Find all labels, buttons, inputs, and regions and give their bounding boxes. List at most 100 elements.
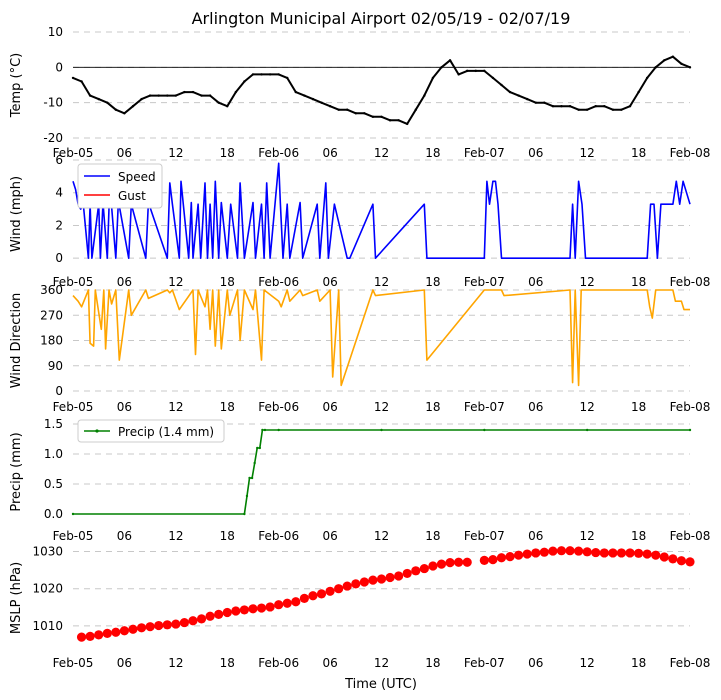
mslp-ytick-label: 1010	[32, 619, 63, 633]
mslp-xtick-label: 12	[374, 656, 389, 670]
precip-ytick-label: 1.5	[44, 417, 63, 431]
dir-xtick-label: 06	[322, 400, 337, 414]
dir-ytick-label: 180	[40, 334, 63, 348]
wind-xtick-label: 06	[322, 275, 337, 289]
dir-ytick-label: 0	[55, 384, 63, 398]
temp-point	[543, 101, 546, 104]
temp-xtick-label: Feb-07	[464, 146, 505, 160]
precip-point	[248, 476, 251, 480]
temp-point	[671, 55, 675, 58]
temp-xtick-label: 18	[220, 146, 235, 160]
precip-xtick-label: 18	[631, 529, 646, 543]
temp-point	[654, 66, 657, 69]
mslp-y-axis-label: MSLP (hPa)	[9, 562, 24, 634]
precip-xtick-label: 12	[580, 529, 595, 543]
mslp-point	[136, 623, 147, 633]
temp-point	[106, 101, 109, 104]
wind-xtick-label: Feb-06	[258, 275, 299, 289]
dir-xtick-label: 18	[425, 400, 440, 414]
mslp-xtick-label: 18	[631, 656, 646, 670]
precip-point	[585, 428, 589, 432]
mslp-xtick-label: Feb-05	[53, 656, 94, 670]
temp-xtick-label: 18	[631, 146, 646, 160]
mslp-point	[419, 563, 429, 574]
mslp-ytick-label: 1030	[32, 544, 63, 558]
dir-xtick-label: 18	[220, 400, 235, 414]
temp-point	[628, 105, 632, 108]
mslp-point	[256, 603, 267, 613]
temp-point	[286, 76, 289, 80]
mslp-point	[488, 555, 498, 565]
temp-point	[71, 76, 75, 80]
mslp-point	[685, 557, 695, 567]
temp-point	[226, 105, 229, 108]
mslp-point	[196, 614, 207, 624]
wind-xtick-label: 18	[631, 275, 646, 289]
legend-precip-marker	[95, 429, 99, 433]
legend-gust-label: Gust	[118, 189, 146, 203]
wind-xtick-label: Feb-07	[464, 275, 505, 289]
mslp-point	[436, 559, 447, 569]
legend-precip-label: Precip (1.4 mm)	[118, 425, 214, 439]
temp-point	[217, 101, 220, 104]
temp-y-axis-label: Temp (°C)	[9, 53, 24, 119]
mslp-point	[119, 626, 130, 636]
temp-panel: -20 -10 0 10 Temp (°C) Feb-05 06 12 18 Feb-06 06 12…	[9, 25, 710, 160]
precip-xtick-label: Feb-07	[464, 529, 505, 543]
mslp-point	[76, 632, 87, 642]
temp-point	[114, 108, 118, 111]
precip-xtick-label: 18	[220, 529, 235, 543]
mslp-point	[582, 547, 592, 557]
dir-xtick-label: 18	[631, 400, 646, 414]
mslp-point	[548, 546, 558, 556]
precip-point	[245, 494, 249, 498]
temp-xtick-label: 18	[425, 146, 440, 160]
temp-point	[465, 69, 469, 73]
dir-ytick-label: 90	[48, 359, 63, 373]
mslp-point	[616, 548, 627, 558]
mslp-point	[556, 546, 567, 556]
temp-point	[620, 108, 623, 111]
mslp-point	[359, 577, 369, 587]
precip-point	[250, 476, 254, 480]
precip-ytick-label: 0.0	[44, 507, 63, 521]
mslp-point	[145, 622, 155, 632]
precip-ytick-label: 1.0	[44, 447, 63, 461]
wind-ytick-label: 6	[55, 153, 63, 167]
temp-point	[183, 90, 186, 94]
temp-point	[663, 59, 666, 62]
mslp-point	[411, 566, 421, 576]
mslp-point	[368, 575, 378, 585]
mslp-xtick-label: 06	[117, 656, 132, 670]
temp-point	[568, 105, 572, 108]
temp-xtick-label: 06	[117, 146, 132, 160]
dir-xtick-label: 06	[528, 400, 543, 414]
temp-xtick-label: 12	[580, 146, 595, 160]
precip-xtick-label: 18	[425, 529, 440, 543]
mslp-point	[608, 548, 618, 558]
temp-point	[380, 115, 383, 119]
mslp-point	[179, 617, 190, 628]
precip-point	[253, 461, 256, 465]
dir-xtick-label: Feb-07	[464, 400, 505, 414]
mslp-xtick-label: 06	[322, 656, 337, 670]
temp-point	[594, 105, 597, 108]
temp-xtick-label: Feb-05	[53, 146, 94, 160]
mslp-xtick-label: 06	[528, 656, 543, 670]
mslp-point	[676, 556, 687, 566]
wind-ytick-label: 0	[55, 251, 63, 265]
mslp-point	[102, 628, 112, 638]
temp-point	[585, 108, 589, 111]
mslp-point	[162, 620, 172, 630]
temp-point	[311, 97, 315, 101]
temp-point	[680, 62, 683, 65]
mslp-point	[231, 606, 241, 616]
mslp-point	[316, 589, 327, 599]
wind-xtick-label: 18	[220, 275, 235, 289]
temp-point	[474, 69, 477, 73]
wind-xtick-label: 12	[580, 275, 595, 289]
temp-point	[140, 97, 143, 101]
mslp-point	[479, 555, 489, 565]
temp-ytick-label: -10	[43, 96, 63, 110]
mslp-point	[248, 604, 258, 614]
